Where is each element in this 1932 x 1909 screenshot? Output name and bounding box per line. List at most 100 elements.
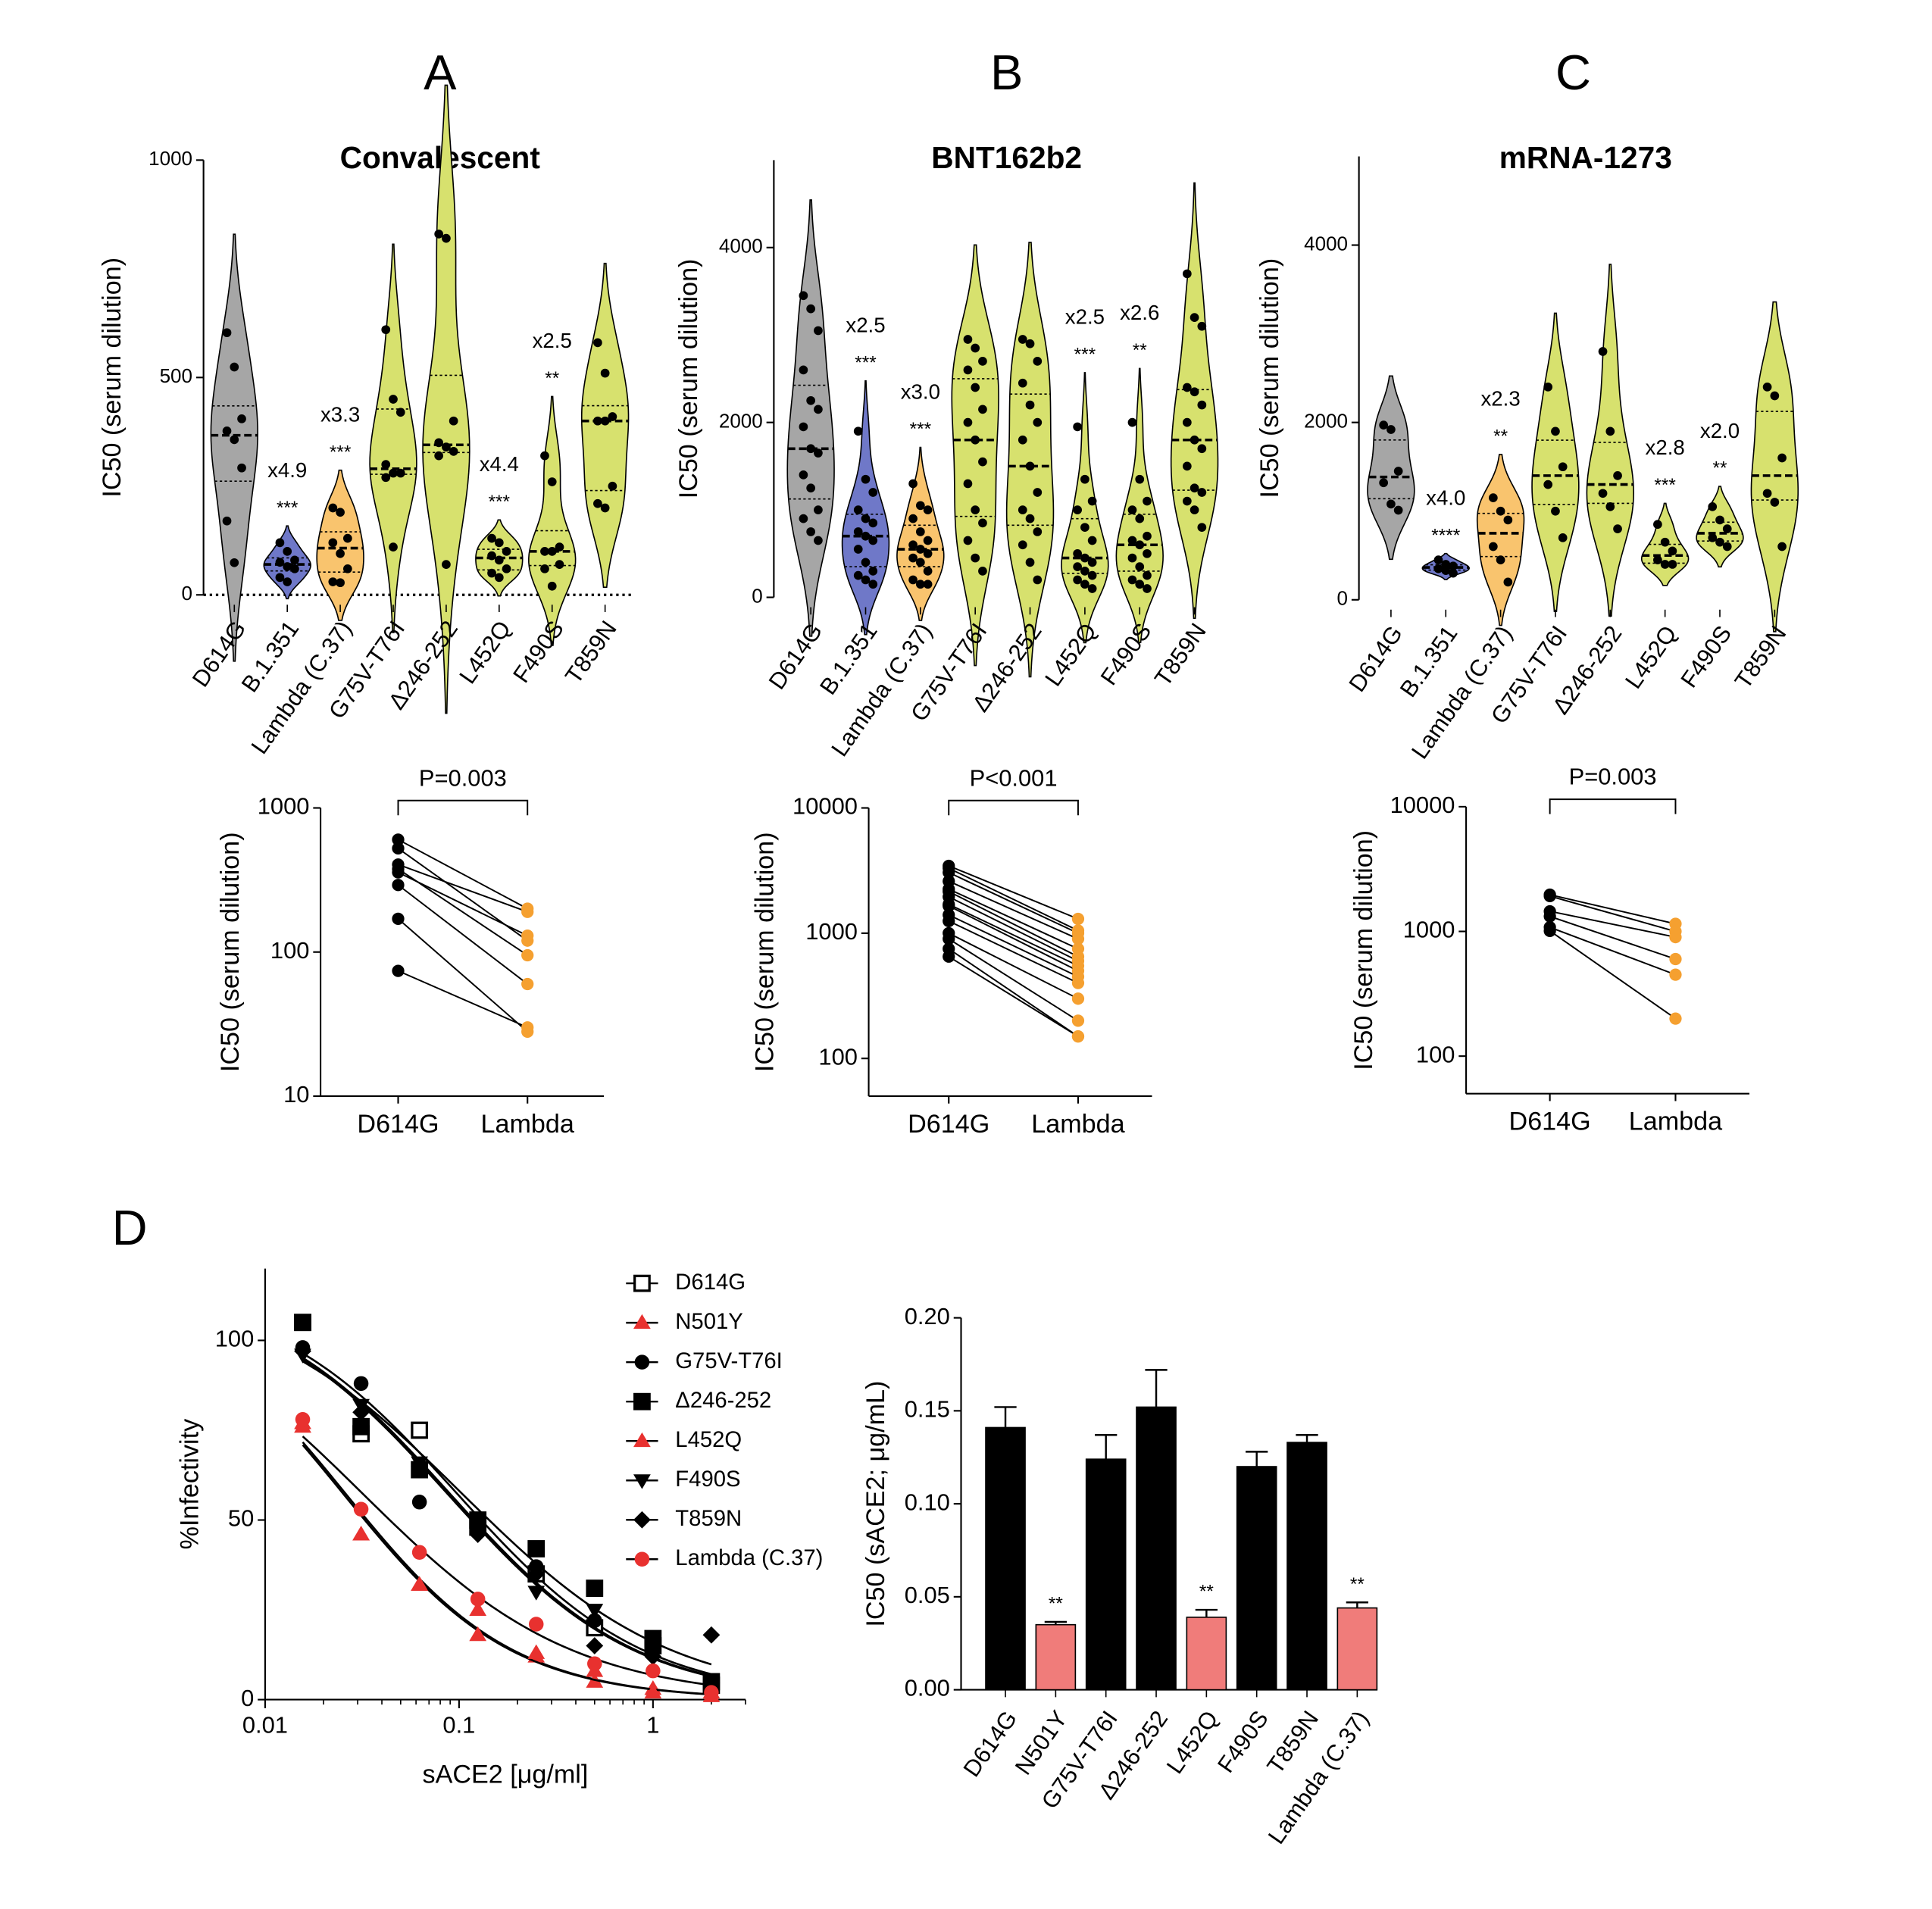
data-point: [915, 527, 925, 536]
data-point: [1496, 555, 1505, 564]
data-point: [487, 551, 496, 561]
data-point: [1080, 553, 1089, 563]
data-point: [1018, 540, 1027, 550]
data-point: [275, 558, 285, 567]
data-point: [352, 1417, 370, 1436]
data-point: [1135, 580, 1145, 589]
data-point: [521, 977, 534, 991]
data-point: [1669, 1012, 1682, 1025]
data-point: [608, 412, 617, 421]
pair-line: [1549, 930, 1677, 1020]
data-point: [342, 564, 352, 573]
data-point: [1190, 483, 1199, 493]
data-point: [799, 291, 808, 301]
data-point: [1777, 453, 1787, 463]
data-point: [1073, 422, 1082, 432]
violin: [1170, 182, 1219, 620]
data-point: [1018, 435, 1027, 445]
pair-line: [948, 932, 1079, 1000]
data-point: [1660, 537, 1670, 547]
data-point: [1496, 506, 1505, 516]
data-point: [1071, 933, 1085, 945]
data-point: [222, 328, 232, 338]
pair-line: [948, 914, 1079, 978]
data-point: [963, 335, 973, 344]
data-point: [1613, 524, 1622, 533]
data-point: [230, 362, 239, 372]
data-point: [587, 1656, 602, 1671]
data-point: [923, 548, 933, 558]
fold-change: x2.8: [1646, 436, 1685, 459]
pair-line: [948, 955, 1079, 1037]
data-point: [411, 1495, 427, 1510]
pair-line: [948, 865, 1079, 920]
data-point: [1449, 568, 1458, 578]
y-tick-label: 1000: [258, 793, 310, 820]
fit-curve: [302, 1360, 712, 1666]
data-point: [295, 1411, 311, 1427]
data-point: [1033, 356, 1043, 366]
data-point: [1551, 506, 1560, 516]
data-point: [1143, 570, 1152, 580]
data-point: [1433, 555, 1443, 564]
data-point: [1025, 558, 1035, 567]
data-point: [1722, 542, 1732, 551]
fold-change: x2.0: [1700, 419, 1740, 442]
data-point: [853, 426, 863, 436]
data-point: [294, 1342, 311, 1361]
data-point: [971, 383, 980, 392]
violin: [1367, 375, 1415, 561]
data-point: [971, 435, 980, 445]
fold-change: x4.9: [267, 458, 307, 482]
data-point: [411, 1458, 429, 1475]
data-point: [353, 1501, 369, 1517]
fit-curve: [302, 1436, 712, 1686]
data-point: [389, 395, 398, 404]
pair-line: [948, 871, 1079, 934]
data-point: [943, 866, 955, 879]
data-point: [908, 575, 918, 585]
data-point: [411, 1576, 429, 1591]
data-point: [963, 536, 973, 545]
data-point: [971, 343, 980, 353]
data-point: [521, 929, 534, 942]
legend-marker: [633, 1474, 651, 1489]
data-point: [814, 405, 823, 414]
fold-change: x2.5: [1065, 305, 1105, 329]
data-point: [593, 498, 602, 508]
y-tick-label: 0: [182, 582, 192, 605]
significance: **: [1493, 426, 1508, 447]
data-point: [540, 564, 549, 573]
data-point: [1503, 515, 1513, 525]
data-point: [1722, 524, 1732, 533]
data-point: [1598, 489, 1608, 498]
pair-line: [1549, 894, 1676, 925]
data-point: [1379, 420, 1389, 430]
data-point: [978, 405, 987, 414]
pair-line: [1549, 926, 1676, 976]
panel-label: C: [1555, 45, 1591, 100]
data-point: [494, 555, 504, 565]
data-point: [1605, 502, 1615, 511]
data-point: [1669, 952, 1682, 966]
significance: ***: [1654, 475, 1676, 495]
data-point: [1087, 536, 1097, 545]
legend-marker: [633, 1511, 651, 1529]
data-point: [1073, 548, 1082, 558]
significance: **: [545, 368, 559, 389]
y-tick-label: 0.10: [905, 1489, 950, 1515]
panel-label: A: [424, 45, 457, 100]
pair-line: [948, 920, 1079, 984]
data-point: [1033, 417, 1043, 427]
bar: [1035, 1623, 1077, 1691]
data-point: [1182, 383, 1192, 392]
fold-change: x2.5: [846, 313, 885, 336]
data-point: [1379, 478, 1389, 488]
data-point: [352, 1403, 370, 1421]
data-point: [915, 501, 925, 511]
significance: **: [1713, 458, 1727, 479]
y-axis-label: IC50 (sACE2; μg/mL): [861, 1381, 890, 1627]
data-point: [1143, 548, 1152, 558]
bar: [1186, 1617, 1227, 1691]
data-point: [449, 447, 458, 456]
